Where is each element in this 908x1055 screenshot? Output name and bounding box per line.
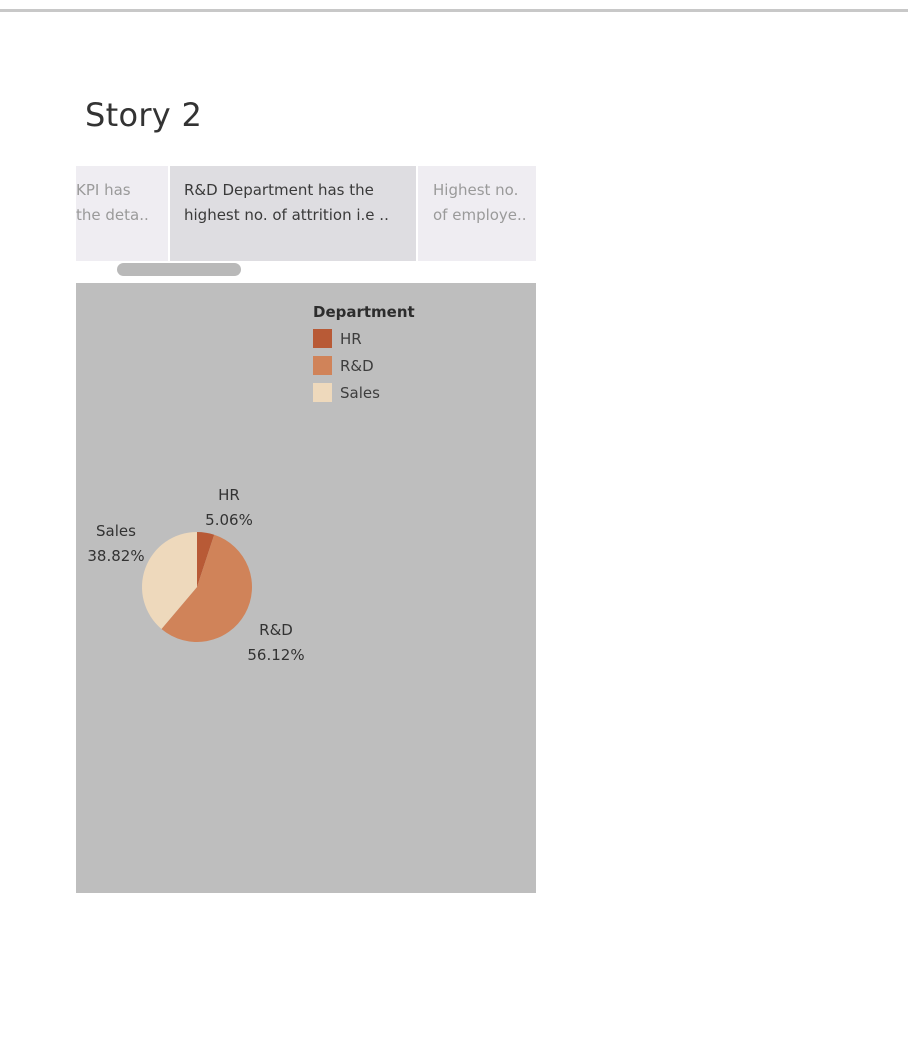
legend-label-rnd: R&D [340, 356, 374, 375]
legend-item-rnd[interactable]: R&D [313, 352, 415, 379]
legend-title: Department [313, 303, 415, 321]
legend-swatch-rnd [313, 356, 332, 375]
top-divider [0, 9, 908, 12]
story-title: Story 2 [85, 96, 203, 134]
pie-slice-hr[interactable] [197, 532, 215, 587]
legend-item-sales[interactable]: Sales [313, 379, 415, 406]
story-point-2-line2: highest no. of attrition i.e .. [184, 206, 389, 224]
legend-swatch-sales [313, 383, 332, 402]
story-point-1[interactable]: KPI has the deta.. [76, 166, 168, 261]
pie-label-name-sales: Sales [96, 522, 136, 540]
story-point-2-line1: R&D Department has the [184, 181, 374, 199]
pie-label-name-hr: HR [218, 486, 240, 504]
story-point-1-line1: KPI has [76, 181, 131, 199]
story-point-divider [416, 166, 418, 261]
story-point-3-line1: Highest no. [433, 181, 519, 199]
pie-slice-rnd[interactable] [161, 534, 252, 643]
story-navigator-scrollbar[interactable] [117, 263, 241, 276]
pie-label-value-sales: 38.82% [87, 547, 144, 565]
legend-label-hr: HR [340, 329, 362, 348]
story-point-2-active[interactable]: R&D Department has the highest no. of at… [170, 166, 416, 261]
story-point-3[interactable]: Highest no. of employe.. [419, 166, 536, 261]
story-point-divider [168, 166, 170, 261]
pie-label-value-rnd: 56.12% [247, 646, 304, 664]
legend: Department HR R&D Sales [313, 303, 415, 406]
story-point-1-line2: the deta.. [76, 206, 149, 224]
pie-label-name-rnd: R&D [259, 621, 293, 639]
story-point-3-line2: of employe.. [433, 206, 527, 224]
pie-label-value-hr: 5.06% [205, 511, 253, 529]
legend-swatch-hr [313, 329, 332, 348]
legend-item-hr[interactable]: HR [313, 325, 415, 352]
legend-label-sales: Sales [340, 383, 380, 402]
story-navigator: KPI has the deta.. R&D Department has th… [76, 166, 536, 261]
dashboard-panel: HR 5.06% R&D 56.12% Sales 38.82% Department H… [76, 283, 536, 893]
pie-slice-sales[interactable] [141, 532, 197, 629]
pie-chart: HR 5.06% R&D 56.12% Sales 38.82% [87, 486, 304, 664]
